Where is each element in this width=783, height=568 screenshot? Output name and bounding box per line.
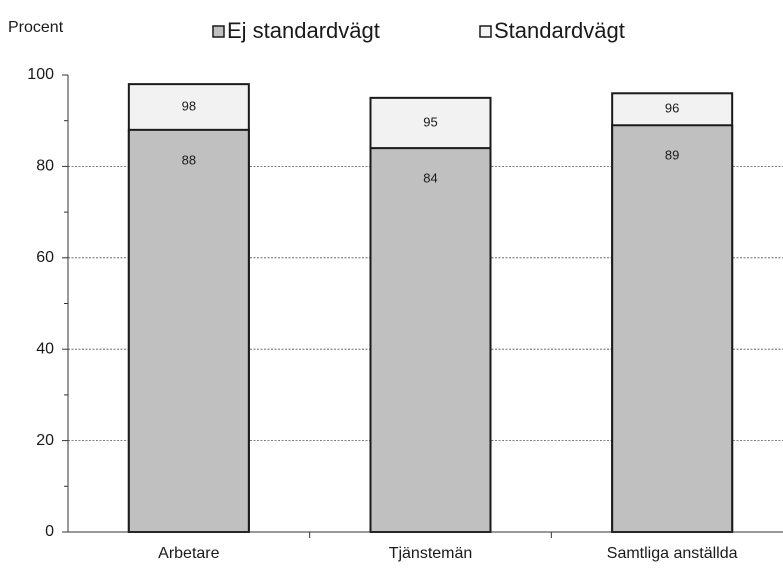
y-tick-label: 20	[36, 432, 54, 449]
y-tick-label: 100	[27, 66, 54, 83]
value-label: 88	[182, 152, 196, 167]
legend-label: Standardvägt	[494, 18, 625, 43]
value-label: 98	[182, 98, 196, 113]
y-tick-label: 60	[36, 249, 54, 266]
x-tick-label: Arbetare	[158, 545, 219, 562]
x-tick-label: Tjänstemän	[389, 545, 473, 562]
value-label: 95	[423, 114, 437, 129]
value-label: 96	[665, 101, 679, 116]
value-label: 84	[423, 171, 437, 186]
bar	[611, 124, 734, 534]
y-axis-label: Procent	[8, 19, 64, 36]
bar	[369, 147, 492, 533]
x-tick-label: Samtliga anställda	[607, 545, 738, 562]
bar	[127, 128, 250, 533]
y-tick-label: 40	[36, 340, 54, 357]
y-tick-label: 0	[45, 523, 54, 540]
legend-swatch	[479, 25, 492, 38]
value-label: 89	[665, 148, 679, 163]
legend-label: Ej standardvägt	[227, 18, 380, 43]
y-tick-label: 80	[36, 158, 54, 175]
legend-swatch	[212, 25, 225, 38]
